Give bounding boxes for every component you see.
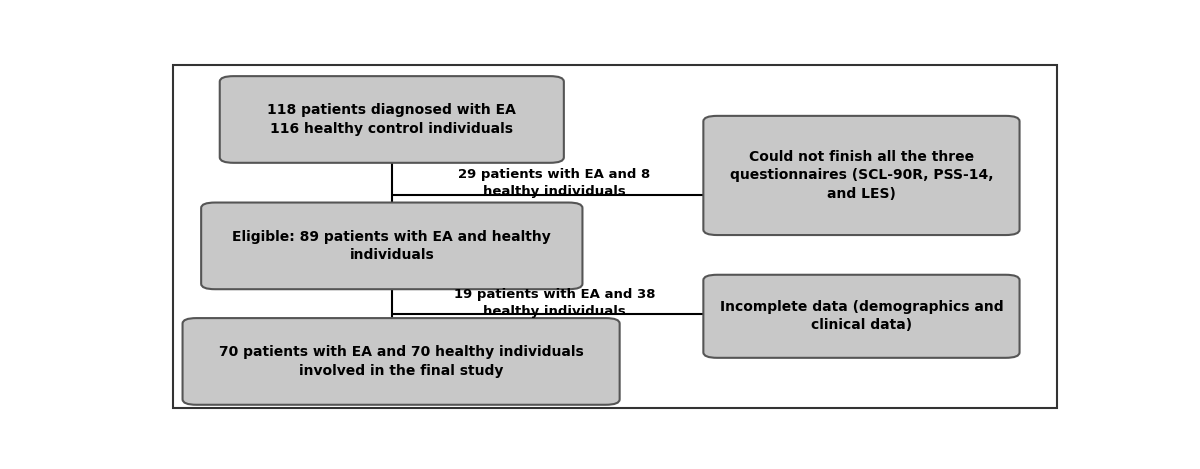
FancyBboxPatch shape xyxy=(220,76,564,163)
FancyBboxPatch shape xyxy=(703,275,1020,358)
FancyBboxPatch shape xyxy=(173,65,1057,408)
Text: Could not finish all the three
questionnaires (SCL-90R, PSS-14,
and LES): Could not finish all the three questionn… xyxy=(730,150,994,201)
FancyBboxPatch shape xyxy=(703,116,1020,235)
Text: 118 patients diagnosed with EA
116 healthy control individuals: 118 patients diagnosed with EA 116 healt… xyxy=(268,103,516,136)
Text: 19 patients with EA and 38
healthy individuals: 19 patients with EA and 38 healthy indiv… xyxy=(454,287,655,318)
Text: Incomplete data (demographics and
clinical data): Incomplete data (demographics and clinic… xyxy=(720,300,1003,333)
FancyBboxPatch shape xyxy=(182,318,619,405)
Text: 70 patients with EA and 70 healthy individuals
involved in the final study: 70 patients with EA and 70 healthy indiv… xyxy=(218,345,583,378)
FancyBboxPatch shape xyxy=(202,203,582,289)
Text: Eligible: 89 patients with EA and healthy
individuals: Eligible: 89 patients with EA and health… xyxy=(233,230,551,262)
Text: 29 patients with EA and 8
healthy individuals: 29 patients with EA and 8 healthy indivi… xyxy=(458,168,650,198)
